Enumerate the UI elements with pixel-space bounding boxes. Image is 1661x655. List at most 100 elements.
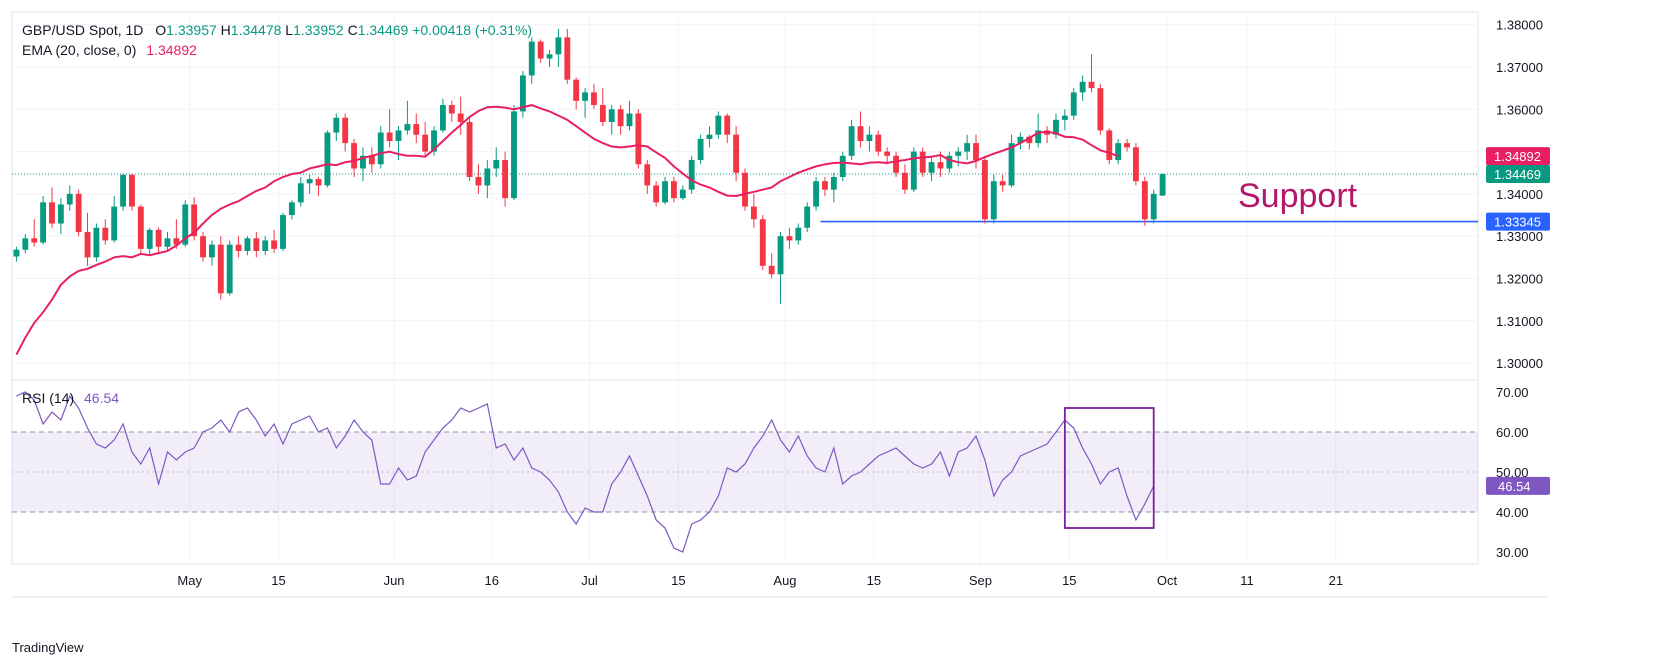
tradingview-logo: TradingView [12,640,84,655]
open-label: O [155,22,167,38]
rsi-tick-label: 30.00 [1496,545,1529,560]
date-tick-label: 16 [485,573,499,588]
symbol-title: GBP/USD Spot, 1D [22,22,144,38]
date-tick-label: 15 [1062,573,1076,588]
close-value: 1.34469 [357,22,409,38]
price-tick-label: 1.34000 [1496,187,1543,202]
high-value: 1.34478 [230,22,282,38]
candle-body [1079,81,1086,93]
price-axis-badge-text: 1.34469 [1494,167,1541,182]
candle-body [901,172,908,190]
candle-body [564,37,571,80]
candle-body [386,132,393,142]
date-tick-label: 11 [1240,573,1254,588]
candle-body [22,238,29,250]
open-value: 1.33957 [166,22,217,38]
candle-body [511,111,517,199]
price-axis-badge [1486,165,1550,184]
candle-body [1061,115,1068,120]
candle-body [715,115,722,135]
rsi-tick-label: 60.00 [1496,425,1529,440]
candle-body [1150,193,1157,220]
candle-body [182,204,189,245]
candle-body [439,105,446,131]
candle-body [946,155,953,169]
price-tick-label: 1.36000 [1496,102,1543,117]
candle-body [57,204,64,224]
plot-frame [11,11,1479,565]
ema-value: 1.34892 [146,42,197,58]
candle-body [635,113,642,165]
date-tick-label: 15 [867,573,881,588]
candle-body [804,206,811,228]
candle-body [120,174,126,207]
candle-body [653,185,660,203]
candle-body [777,236,784,275]
candle-body [928,162,935,173]
change-value: +0.00418 (+0.31%) [412,22,533,38]
candle-body [208,244,215,258]
candle-body [173,238,180,245]
candle-body [573,79,580,101]
close-label: C [347,22,358,38]
rsi-layer [12,391,1478,553]
candle-body [1124,143,1130,148]
rsi-axis-badge [1486,476,1550,495]
candle-body [155,229,162,247]
candle-body [413,124,420,135]
candle-body [582,92,589,101]
rsi-tick-label: 50.00 [1496,465,1529,480]
candle-body [297,183,304,203]
candle-body [688,160,695,190]
candle-body [555,37,562,55]
candle-body [217,244,224,294]
candle-body [670,181,677,199]
candle-body [537,41,544,59]
candle-body [786,236,793,241]
rsi-value: 46.54 [84,390,120,406]
candle-body [546,54,553,59]
date-tick-label: Oct [1157,573,1178,588]
grid-layer [11,11,1547,598]
candle-body [706,134,713,139]
ema-label: EMA (20, close, 0) [22,42,137,58]
candle-body [937,162,944,169]
candle-body [1159,174,1166,196]
date-tick-label: Jun [384,573,405,588]
candle-body [1017,136,1024,144]
candle-body [724,115,731,135]
candle-body [626,113,633,127]
candle-body [448,105,455,114]
candle-body [644,164,651,186]
legend-rsi: RSI (14) 46.54 [22,390,119,406]
candle-body [306,179,313,184]
candle-body [617,109,624,127]
candle-body [271,240,278,249]
candle-body [608,109,615,122]
candle-body [226,244,233,294]
candle-body [502,160,509,199]
candle-body [848,126,855,156]
candle-body [84,231,91,258]
price-tick-label: 1.37000 [1496,60,1543,75]
candle-body [315,179,322,186]
date-tick-label: Aug [773,573,796,588]
ema-line [15,104,1119,356]
candle-body [857,126,864,142]
candle-body [404,124,411,131]
candle-body [342,117,349,144]
candle-body [981,160,988,220]
candle-body [795,227,802,241]
candle-body [679,189,686,199]
candle-body [990,181,997,220]
high-label: H [220,22,231,38]
candle-body [662,181,668,203]
candle-body [395,130,402,142]
candle-body [999,181,1006,186]
candle-body [1070,92,1077,116]
candle-body [599,105,606,122]
low-value: 1.33952 [293,22,344,38]
candle-body [1097,88,1104,131]
candle-body [955,151,962,156]
